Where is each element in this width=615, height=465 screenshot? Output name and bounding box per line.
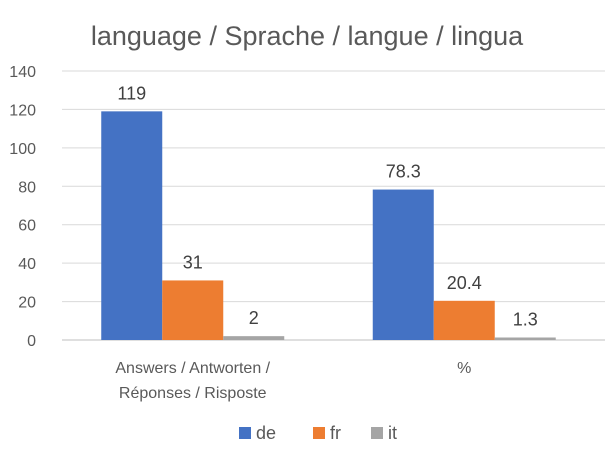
data-label: 119 [117, 83, 146, 103]
y-tick-label: 80 [18, 179, 36, 196]
y-tick-label: 40 [18, 256, 36, 273]
bar-it [494, 337, 556, 340]
data-label: 78.3 [386, 162, 421, 182]
data-label: 2 [249, 308, 259, 328]
y-tick-label: 60 [18, 218, 36, 235]
y-tick-label: 20 [18, 295, 36, 312]
bar-fr [433, 300, 495, 340]
x-category-label: Answers / Antworten / [115, 360, 270, 377]
y-tick-label: 140 [9, 64, 36, 81]
legend-label-it: it [388, 423, 397, 443]
data-labels: 119 31 2 78.3 20.4 1.3 [117, 83, 537, 329]
bars [101, 111, 556, 340]
x-category-label: Réponses / Risposte [119, 385, 267, 402]
y-axis: 0 20 40 60 80 100 120 140 [9, 64, 36, 350]
bar-de [372, 189, 434, 340]
bar-it [223, 336, 285, 340]
legend-swatch-it [371, 427, 383, 439]
x-axis: Answers / Antworten / Réponses / Risposte… [115, 360, 471, 402]
bar-de [101, 111, 163, 340]
data-label: 1.3 [513, 310, 538, 330]
legend-label-de: de [256, 423, 276, 443]
chart-title: language / Sprache / langue / lingua [91, 21, 524, 51]
x-category-label: % [457, 360, 471, 377]
y-tick-label: 100 [9, 141, 36, 158]
data-label: 20.4 [447, 273, 482, 293]
data-label: 31 [183, 252, 203, 272]
legend-swatch-fr [313, 427, 325, 439]
bar-fr [162, 280, 224, 340]
legend-label-fr: fr [330, 423, 341, 443]
legend: de fr it [239, 423, 397, 443]
y-tick-label: 120 [9, 102, 36, 119]
legend-swatch-de [239, 427, 251, 439]
y-tick-label: 0 [27, 333, 36, 350]
